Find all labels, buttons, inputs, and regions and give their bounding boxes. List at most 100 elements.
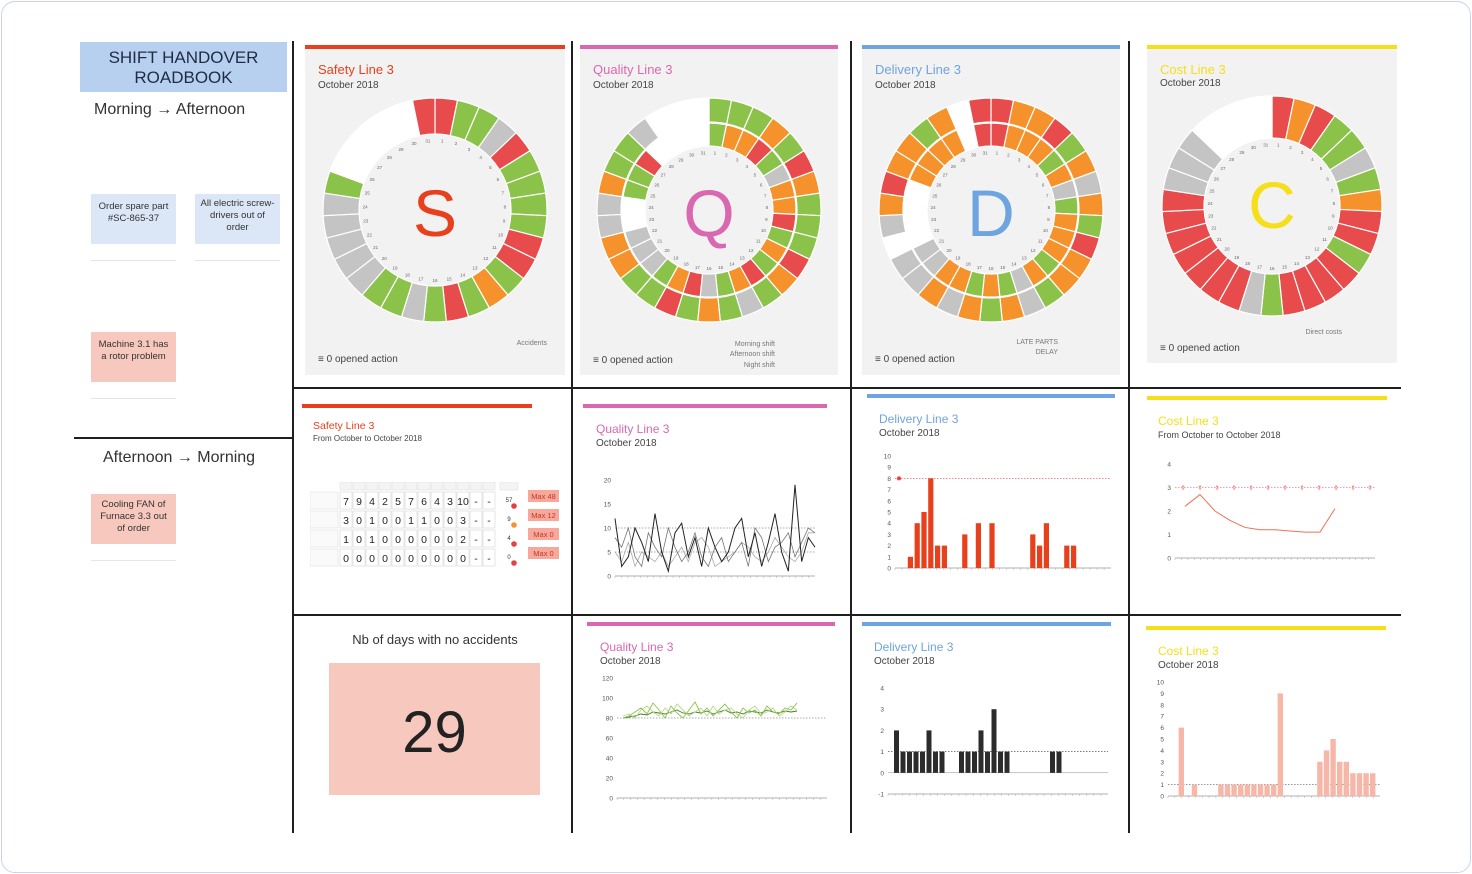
table-value: 1: [343, 534, 349, 546]
table-header-cell: [469, 482, 483, 491]
opened-action-count[interactable]: ≡ 0 opened action: [318, 354, 398, 365]
day-label: 21: [1217, 237, 1223, 242]
delivery-bar-chart-panel[interactable]: Delivery Line 3 October 2018 10 9 8 7 6 5 4 3 2 1…: [867, 394, 1115, 604]
bar: [1191, 784, 1198, 796]
table-cell: [417, 529, 431, 548]
wheel-legend: Accidents: [516, 340, 547, 347]
day-label: 17: [418, 277, 424, 282]
bar: [1244, 784, 1250, 796]
opened-action-count[interactable]: ≡ 0 opened action: [1160, 343, 1240, 354]
note-card[interactable]: All electric screw-drivers out of order: [195, 194, 280, 244]
quality-wheel-panel[interactable]: Quality Line 3 October 2018 1 2 3 4 5 6 7 8 9 10 1…: [580, 45, 838, 375]
bar: [1251, 784, 1257, 796]
day-label: 16: [432, 278, 438, 283]
y-tick-label: 3: [1160, 759, 1164, 766]
status-dot: [511, 541, 517, 547]
day-label: 23: [649, 217, 655, 222]
table-cell: [443, 510, 457, 529]
note-card[interactable]: Cooling FAN of Furnace 3.3 out of order: [91, 494, 176, 544]
table-value: 0: [395, 515, 401, 527]
y-tick-label: 4: [887, 521, 891, 528]
day-label: 26: [1214, 177, 1220, 182]
bar: [1343, 761, 1349, 796]
day-label: 16: [706, 266, 712, 271]
table-cell: [378, 510, 392, 529]
table-cell: [482, 491, 496, 510]
y-tick-label: 3: [887, 532, 891, 539]
table-cell: [365, 510, 379, 529]
row-total: 4: [507, 536, 511, 542]
table-cell: [417, 548, 431, 567]
table-cell: [352, 491, 366, 510]
day-label: 28: [951, 164, 957, 169]
quality-line-chart-panel[interactable]: Quality Line 3 October 2018 20 15 10 5 0: [583, 404, 827, 609]
panel-subtitle: October 2018: [600, 656, 661, 667]
y-tick-label: 6: [887, 498, 891, 505]
table-value: 0: [421, 553, 427, 565]
table-header-cell: [352, 482, 366, 491]
delivery-bar-chart2-panel[interactable]: Delivery Line 3 October 2018 4 3 2 1 0 -1: [862, 622, 1111, 832]
cost-wheel-panel[interactable]: Cost Line 3 October 2018 1 2 3 4 5 6 7 8 9 10 11 12…: [1147, 45, 1397, 363]
bar: [928, 478, 934, 568]
day-label: 19: [673, 256, 679, 261]
opened-action-count[interactable]: ≡ 0 opened action: [875, 354, 955, 365]
safety-wheel-panel[interactable]: Safety Line 3 October 2018 1 2 3 4 5 6 7 8 9 10 11…: [305, 45, 565, 375]
quality-line-chart2-panel[interactable]: Quality Line 3 October 2018 120 100 80 60 40…: [587, 622, 835, 832]
bar: [941, 545, 947, 568]
cost-line-chart-panel[interactable]: Cost Line 3 From October to October 2018…: [1147, 396, 1387, 601]
table-value: 0: [395, 553, 401, 565]
day-label: 29: [1239, 150, 1245, 155]
day-label: 22: [367, 232, 373, 237]
y-tick-label: 20: [604, 478, 612, 485]
y-tick-label: 10: [1157, 680, 1165, 687]
day-label: 27: [1220, 166, 1226, 171]
table-value: 0: [356, 534, 362, 546]
day-label: 28: [1229, 157, 1235, 162]
bar: [998, 751, 1003, 773]
bar: [1178, 727, 1184, 796]
wheel-segment: [1249, 95, 1273, 141]
table-value: 4: [369, 496, 375, 508]
panel-color-bar: [862, 45, 1120, 49]
day-label: 8: [1333, 201, 1336, 206]
cost-bar-chart-panel[interactable]: Cost Line 3 October 2018 10 9 8 7 6 5 4 3 2 1 0: [1146, 626, 1386, 832]
y-tick-label: 0: [607, 574, 611, 581]
bar: [907, 751, 912, 773]
day-label: 25: [365, 190, 371, 195]
divider: [74, 437, 294, 439]
table-cell: [430, 510, 444, 529]
table-header-cell: [430, 482, 444, 491]
section-morning-afternoon: Morning → Afternoon: [94, 101, 246, 118]
day-label: 17: [1257, 265, 1263, 270]
y-tick-label: 2: [880, 728, 884, 735]
delivery-wheel-panel[interactable]: Delivery Line 3 October 2018 1 2 3 4 5 6 7 8 9 10…: [862, 45, 1120, 375]
table-value: 0: [408, 534, 414, 546]
table-value: 4: [434, 496, 440, 508]
status-dot: [511, 522, 517, 528]
wheel-segment: [771, 196, 797, 216]
table-cell: [352, 510, 366, 529]
y-tick-label: 0: [880, 770, 884, 777]
safety-table-panel[interactable]: Safety Line 3 From October to October 20…: [302, 404, 562, 584]
y-tick-label: -1: [878, 792, 884, 799]
opened-action-count[interactable]: ≡ 0 opened action: [593, 355, 673, 366]
y-tick-label: 2: [1160, 771, 1164, 778]
note-shadow: [91, 246, 176, 261]
bar: [1238, 784, 1244, 796]
row-total: 0: [507, 555, 511, 561]
day-label: 29: [960, 157, 966, 162]
table-value: -: [474, 515, 478, 527]
bar: [1323, 750, 1330, 796]
note-card[interactable]: Machine 3.1 has a rotor problem: [91, 332, 176, 382]
day-label: 27: [661, 172, 667, 177]
table-cell: [456, 548, 470, 567]
day-label: 15: [447, 277, 453, 282]
day-label: 7: [764, 193, 767, 198]
table-cell: [339, 491, 353, 510]
table-cell: [456, 510, 470, 529]
day-label: 8: [766, 205, 769, 210]
table-cell: [378, 529, 392, 548]
note-card[interactable]: Order spare part #SC-865-37: [91, 194, 176, 244]
wheel-segment: [411, 97, 436, 137]
day-label: 1: [714, 150, 717, 155]
